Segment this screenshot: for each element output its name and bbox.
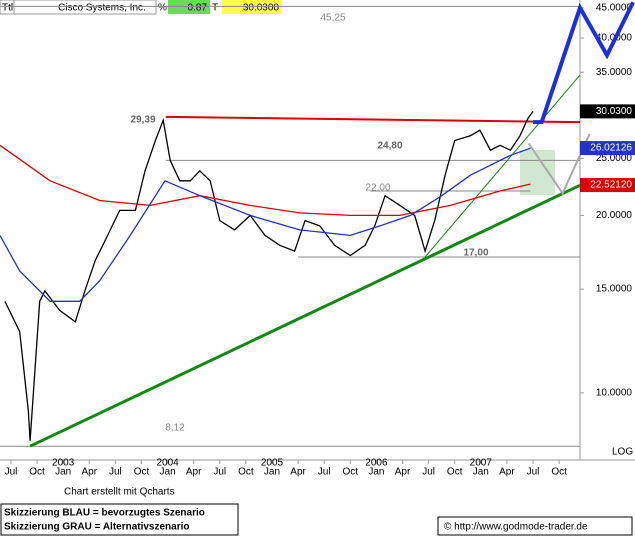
x-tick-label: Jul [213, 467, 226, 478]
legend-box [0, 503, 239, 536]
x-tick-label: Apr [290, 467, 306, 478]
t-sign: T [212, 3, 218, 14]
x-tick-label: Jul [527, 467, 540, 478]
series-line [4, 111, 534, 441]
annotation: 17,00 [463, 248, 488, 259]
year-label: 2006 [365, 458, 388, 469]
x-tick-label: Jan [368, 467, 384, 478]
x-tick-label: Apr [186, 467, 202, 478]
x-tick-label: Oct [551, 467, 567, 478]
pct-box [168, 0, 210, 14]
x-tick-label: Jul [318, 467, 331, 478]
last-box [222, 0, 282, 14]
drawn-line [533, 1, 635, 125]
x-tick-label: Oct [447, 467, 463, 478]
x-tick-label: Jan [473, 467, 489, 478]
annotation: 8,12 [165, 423, 185, 434]
last-value: 30.0300 [243, 3, 280, 14]
year-label: 2005 [261, 458, 284, 469]
drawn-line [165, 115, 581, 124]
x-tick-label: Apr [81, 467, 97, 478]
x-tick-label: Oct [134, 467, 150, 478]
legend-line: Skizzierung GRAU = Alternativszenario [4, 522, 190, 533]
price-box [580, 141, 635, 156]
pct-sign: % [158, 3, 167, 14]
y-tick-label: 10.0000 [596, 388, 633, 399]
annotation: 45,25 [320, 13, 345, 24]
price-box [580, 178, 635, 193]
year-label: 2004 [156, 458, 179, 469]
source-box [437, 516, 633, 536]
annotation: 29,39 [130, 115, 155, 126]
y-tick-label: 15.0000 [596, 284, 633, 295]
series-line [0, 147, 531, 302]
y-tick-label: 25.0000 [596, 153, 633, 164]
x-tick-label: Oct [343, 467, 359, 478]
drawn-line [29, 183, 581, 448]
year-label: 2003 [52, 458, 75, 469]
y-tick-label: 20.0000 [596, 210, 633, 221]
price-box [580, 104, 635, 119]
x-tick-label: Jan [55, 467, 71, 478]
annotation: 22,00 [365, 183, 390, 194]
credit: Chart erstellt mit Qcharts [64, 487, 175, 498]
price-box-label: 26.02126 [590, 143, 632, 154]
legend-line: Skizzierung BLAU = bevorzugtes Szenario [4, 508, 205, 519]
year-label: 2007 [470, 458, 493, 469]
annotation: 24,80 [377, 141, 402, 152]
drawn-line [424, 74, 581, 258]
y-tick-label: 35.0000 [596, 67, 633, 78]
security-name: Cisco Systems, Inc. [58, 3, 146, 14]
x-tick-label: Jul [5, 467, 18, 478]
x-tick-label: Jul [109, 467, 122, 478]
x-tick-label: Oct [29, 467, 45, 478]
source: © http://www.godmode-trader.de [444, 522, 588, 533]
ticker: Ttl [2, 3, 13, 14]
price-box-label: 22.52120 [590, 180, 632, 191]
x-tick-label: Oct [238, 467, 254, 478]
x-tick-label: Jan [160, 467, 176, 478]
x-tick-label: Jan [264, 467, 280, 478]
log-label: LOG [612, 447, 633, 458]
price-box-label: 30.0300 [596, 106, 633, 117]
x-tick-label: Apr [499, 467, 515, 478]
x-tick-label: Jul [422, 467, 435, 478]
name-box [13, 0, 157, 15]
y-tick-label: 45.0000 [596, 2, 633, 13]
x-tick-label: Apr [395, 467, 411, 478]
pct-value: 0.87 [188, 3, 208, 14]
series-line [0, 144, 531, 217]
